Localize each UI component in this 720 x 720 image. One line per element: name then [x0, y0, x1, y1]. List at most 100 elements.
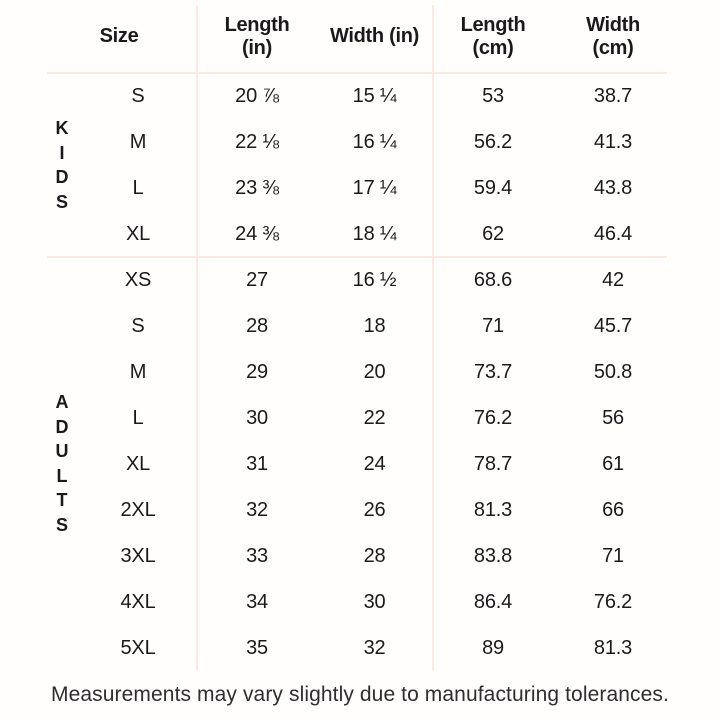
width-cm-cell: 56: [602, 406, 624, 429]
length-in-cell: 31: [246, 452, 268, 475]
row-gutter: [0, 349, 78, 395]
column-header-size: Size: [59, 0, 179, 73]
column-header-width-in: Width (in): [316, 0, 433, 73]
width-in-cell: 18 ¼: [352, 222, 397, 245]
length-in-cell: 24 ⅜: [235, 222, 279, 245]
size-chart-table: Size Length (in) Width (in) Length (cm) …: [0, 0, 673, 671]
length-cm-cell: 89: [482, 636, 504, 659]
width-in-cell: 30: [363, 590, 386, 613]
row-gutter: [0, 211, 78, 257]
size-cell: 2XL: [120, 498, 156, 521]
length-cm-cell: 56.2: [473, 130, 513, 153]
length-cm-cell: 73.7: [473, 360, 513, 383]
width-in-cell: 17 ¼: [352, 176, 397, 199]
group-label-letter: D: [55, 416, 69, 437]
width-cm-cell: 61: [602, 452, 624, 475]
width-in-cell: 26: [363, 498, 386, 521]
tolerance-note: Measurements may vary slightly due to ma…: [51, 683, 669, 706]
width-in-cell: 20: [363, 360, 386, 383]
length-in-cell: 35: [246, 636, 268, 659]
column-header-width-cm: Width (cm): [553, 0, 673, 73]
column-header-length-in-line2: (in): [242, 36, 272, 59]
group-label-letter: I: [59, 142, 65, 163]
width-in-cell: 22: [363, 406, 386, 429]
group-label-letter: T: [56, 490, 68, 511]
width-cm-cell: 42: [602, 268, 624, 291]
size-cell: M: [129, 360, 147, 383]
column-header-length-cm-line1: Length: [460, 13, 526, 36]
length-in-cell: 27: [246, 268, 268, 291]
width-in-cell: 32: [363, 636, 386, 659]
width-in-cell: 16 ½: [352, 268, 397, 291]
length-cm-cell: 59.4: [473, 176, 513, 199]
width-in-cell: 16 ¼: [352, 130, 397, 153]
width-cm-cell: 66: [602, 498, 624, 521]
column-header-length-cm-line2: (cm): [472, 36, 514, 59]
width-cm-cell: 43.8: [593, 176, 633, 199]
length-cm-cell: 53: [482, 84, 504, 107]
column-header-width-cm-line2: (cm): [592, 36, 634, 59]
width-cm-cell: 38.7: [593, 84, 633, 107]
column-header-width-cm-line1: Width: [586, 13, 640, 36]
row-gutter: [0, 625, 78, 671]
group-label-letter: K: [55, 117, 69, 138]
group-label-letter: D: [55, 167, 69, 187]
row-gutter: [0, 579, 78, 625]
width-cm-cell: 41.3: [593, 130, 633, 153]
group-label-letter: U: [55, 441, 69, 462]
kids-adults-divider-line: [47, 256, 667, 258]
width-cm-cell: 50.8: [593, 360, 633, 383]
length-in-cell: 28: [246, 314, 268, 337]
length-cm-cell: 68.6: [473, 268, 513, 291]
row-gutter: [0, 257, 78, 303]
width-in-cell: 28: [363, 544, 386, 567]
row-gutter: [0, 533, 78, 579]
width-cm-cell: 76.2: [593, 590, 633, 613]
length-in-cell: 29: [246, 360, 268, 383]
width-cm-cell: 46.4: [593, 222, 633, 245]
size-cell: 3XL: [120, 544, 156, 567]
size-cell: S: [131, 84, 145, 107]
column-divider-right: [432, 5, 434, 670]
group-label-letter: A: [55, 392, 69, 413]
length-cm-cell: 71: [482, 314, 504, 337]
column-header-length-in: Length (in): [198, 0, 316, 73]
length-cm-cell: 86.4: [473, 590, 513, 613]
length-in-cell: 33: [246, 544, 268, 567]
column-header-size-label: Size: [99, 25, 139, 47]
length-in-cell: 23 ⅜: [235, 176, 279, 199]
width-cm-cell: 45.7: [593, 314, 633, 337]
length-in-cell: 32: [246, 498, 268, 521]
column-header-width-in-label: Width (in): [329, 25, 419, 47]
size-cell: XL: [125, 452, 151, 475]
length-cm-cell: 83.8: [473, 544, 513, 567]
row-gutter: [0, 303, 78, 349]
width-in-cell: 15 ¼: [352, 84, 397, 107]
width-in-cell: 24: [363, 452, 386, 475]
header-divider-line: [47, 72, 667, 74]
size-cell: XL: [125, 222, 151, 245]
width-cm-cell: 81.3: [593, 636, 633, 659]
length-cm-cell: 76.2: [473, 406, 513, 429]
row-gutter: [0, 73, 78, 119]
column-divider-left: [196, 5, 198, 670]
length-in-cell: 34: [246, 590, 268, 613]
group-label-letter: S: [55, 515, 68, 536]
length-in-cell: 20 ⅞: [235, 84, 279, 107]
column-header-length-in-line1: Length: [224, 13, 290, 36]
length-in-cell: 30: [246, 406, 268, 429]
length-cm-cell: 81.3: [473, 498, 513, 521]
group-label-letter: S: [55, 191, 68, 212]
length-cm-cell: 78.7: [473, 452, 513, 475]
size-cell: S: [131, 314, 145, 337]
width-in-cell: 18: [363, 314, 386, 337]
group-label-letter: L: [56, 466, 68, 486]
width-cm-cell: 71: [602, 544, 624, 567]
size-cell: M: [129, 130, 147, 153]
size-cell: 4XL: [120, 590, 156, 613]
column-header-length-cm: Length (cm): [433, 0, 553, 73]
size-cell: L: [132, 406, 144, 429]
size-cell: 5XL: [120, 636, 156, 659]
